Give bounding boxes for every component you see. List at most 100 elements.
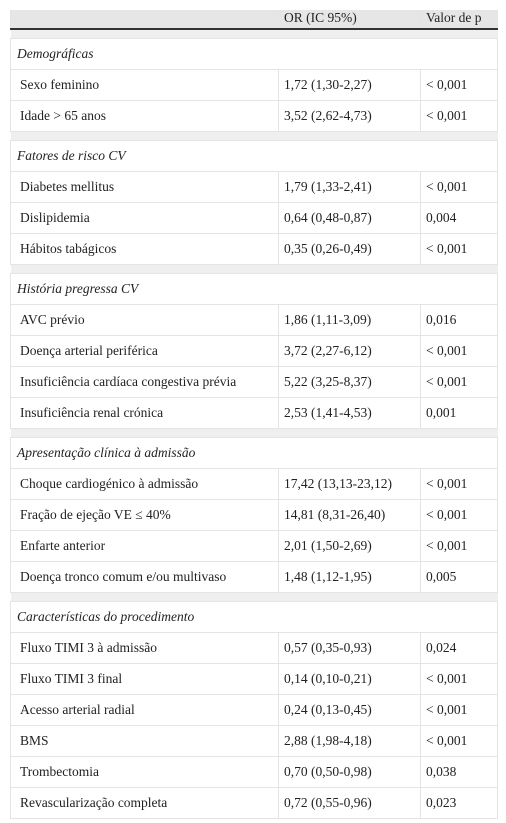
odds-ratio: 14,81 (8,31-26,40)	[278, 499, 421, 531]
data-row: Fração de ejeção VE ≤ 40% 14,81 (8,31-26,…	[10, 499, 498, 531]
odds-ratio: 0,57 (0,35-0,93)	[278, 632, 421, 664]
row-label: BMS	[10, 725, 279, 757]
spacer-cell	[10, 428, 498, 438]
data-row: Hábitos tabágicos 0,35 (0,26-0,49) < 0,001	[10, 233, 498, 265]
odds-ratio: 1,48 (1,12-1,95)	[278, 561, 421, 593]
odds-ratio: 0,14 (0,10-0,21)	[278, 663, 421, 695]
section-title: Apresentação clínica à admissão	[10, 437, 498, 469]
p-value: 0,023	[420, 787, 498, 819]
row-label: Enfarte anterior	[10, 530, 279, 562]
row-label: Trombectomia	[10, 756, 279, 788]
p-value: 0,005	[420, 561, 498, 593]
row-label: Acesso arterial radial	[10, 694, 279, 726]
p-value: < 0,001	[420, 69, 498, 101]
section-row: Demográficas	[10, 38, 498, 70]
row-label: Choque cardiogénico à admissão	[10, 468, 279, 500]
data-row: BMS 2,88 (1,98-4,18) < 0,001	[10, 725, 498, 757]
data-row: Fluxo TIMI 3 à admissão 0,57 (0,35-0,93) 0…	[10, 632, 498, 664]
row-label: Revascularização completa	[10, 787, 279, 819]
data-row: Enfarte anterior 2,01 (1,50-2,69) < 0,001	[10, 530, 498, 562]
data-row: Dislipidemia 0,64 (0,48-0,87) 0,004	[10, 202, 498, 234]
section-row: Fatores de risco CV	[10, 140, 498, 172]
spacer-cell	[10, 592, 498, 602]
p-value: 0,038	[420, 756, 498, 788]
p-value: < 0,001	[420, 468, 498, 500]
header-cell	[10, 10, 279, 30]
p-value: < 0,001	[420, 335, 498, 367]
data-row: Idade > 65 anos 3,52 (2,62-4,73) < 0,001	[10, 100, 498, 132]
row-label: Insuficiência renal crónica	[10, 397, 279, 429]
p-value: < 0,001	[420, 100, 498, 132]
row-label: AVC prévio	[10, 304, 279, 336]
row-label: Fluxo TIMI 3 à admissão	[10, 632, 279, 664]
section-row: Apresentação clínica à admissão	[10, 437, 498, 469]
row-label: Diabetes mellitus	[10, 171, 279, 203]
section-row: História pregressa CV	[10, 273, 498, 305]
row-label: Fluxo TIMI 3 final	[10, 663, 279, 695]
p-value: < 0,001	[420, 233, 498, 265]
p-value: < 0,001	[420, 171, 498, 203]
odds-ratio: 17,42 (13,13-23,12)	[278, 468, 421, 500]
odds-ratio: 1,72 (1,30-2,27)	[278, 69, 421, 101]
row-label: Idade > 65 anos	[10, 100, 279, 132]
p-value: 0,016	[420, 304, 498, 336]
data-row: Trombectomia 0,70 (0,50-0,98) 0,038	[10, 756, 498, 788]
row-label: Doença tronco comum e/ou multivaso	[10, 561, 279, 593]
results-table: OR (IC 95%) Valor de p Demográficas Sexo fe…	[10, 10, 498, 819]
odds-ratio: 0,64 (0,48-0,87)	[278, 202, 421, 234]
spacer	[10, 264, 498, 274]
odds-ratio: 1,79 (1,33-2,41)	[278, 171, 421, 203]
p-value: 0,004	[420, 202, 498, 234]
data-row: AVC prévio 1,86 (1,11-3,09) 0,016	[10, 304, 498, 336]
table-body: OR (IC 95%) Valor de p Demográficas Sexo fe…	[10, 10, 498, 819]
row-label: Hábitos tabágicos	[10, 233, 279, 265]
header-row: OR (IC 95%) Valor de p	[10, 10, 498, 30]
spacer-cell	[10, 264, 498, 274]
row-label: Fração de ejeção VE ≤ 40%	[10, 499, 279, 531]
p-value: < 0,001	[420, 366, 498, 398]
section-row: Características do procedimento	[10, 601, 498, 633]
odds-ratio: 0,70 (0,50-0,98)	[278, 756, 421, 788]
p-value: < 0,001	[420, 499, 498, 531]
data-row: Doença arterial periférica 3,72 (2,27-6,1…	[10, 335, 498, 367]
odds-ratio: 0,72 (0,55-0,96)	[278, 787, 421, 819]
data-row: Insuficiência renal crónica 2,53 (1,41-4,…	[10, 397, 498, 429]
spacer	[10, 428, 498, 438]
odds-ratio: 0,24 (0,13-0,45)	[278, 694, 421, 726]
data-row: Insuficiência cardíaca congestiva prévia…	[10, 366, 498, 398]
spacer	[10, 592, 498, 602]
data-row: Fluxo TIMI 3 final 0,14 (0,10-0,21) < 0,00…	[10, 663, 498, 695]
data-row: Diabetes mellitus 1,79 (1,33-2,41) < 0,001	[10, 171, 498, 203]
odds-ratio: 5,22 (3,25-8,37)	[278, 366, 421, 398]
section-title: Fatores de risco CV	[10, 140, 498, 172]
p-value: 0,024	[420, 632, 498, 664]
data-row: Sexo feminino 1,72 (1,30-2,27) < 0,001	[10, 69, 498, 101]
spacer	[10, 29, 498, 39]
odds-ratio: 2,88 (1,98-4,18)	[278, 725, 421, 757]
row-label: Insuficiência cardíaca congestiva prévia	[10, 366, 279, 398]
p-value: < 0,001	[420, 530, 498, 562]
p-value: < 0,001	[420, 663, 498, 695]
odds-ratio: 3,72 (2,27-6,12)	[278, 335, 421, 367]
spacer-cell	[10, 131, 498, 141]
section-title: Demográficas	[10, 38, 498, 70]
section-title: Características do procedimento	[10, 601, 498, 633]
data-row: Revascularização completa 0,72 (0,55-0,96…	[10, 787, 498, 819]
row-label: Doença arterial periférica	[10, 335, 279, 367]
spacer-cell	[10, 29, 498, 39]
header-cell: OR (IC 95%)	[278, 10, 421, 30]
spacer	[10, 131, 498, 141]
header-cell: Valor de p	[420, 10, 498, 30]
odds-ratio: 3,52 (2,62-4,73)	[278, 100, 421, 132]
data-row: Acesso arterial radial 0,24 (0,13-0,45) < …	[10, 694, 498, 726]
data-row: Doença tronco comum e/ou multivaso 1,48 (…	[10, 561, 498, 593]
odds-ratio: 1,86 (1,11-3,09)	[278, 304, 421, 336]
row-label: Sexo feminino	[10, 69, 279, 101]
odds-ratio: 2,01 (1,50-2,69)	[278, 530, 421, 562]
odds-ratio: 2,53 (1,41-4,53)	[278, 397, 421, 429]
odds-ratio: 0,35 (0,26-0,49)	[278, 233, 421, 265]
row-label: Dislipidemia	[10, 202, 279, 234]
p-value: 0,001	[420, 397, 498, 429]
data-row: Choque cardiogénico à admissão 17,42 (13,…	[10, 468, 498, 500]
